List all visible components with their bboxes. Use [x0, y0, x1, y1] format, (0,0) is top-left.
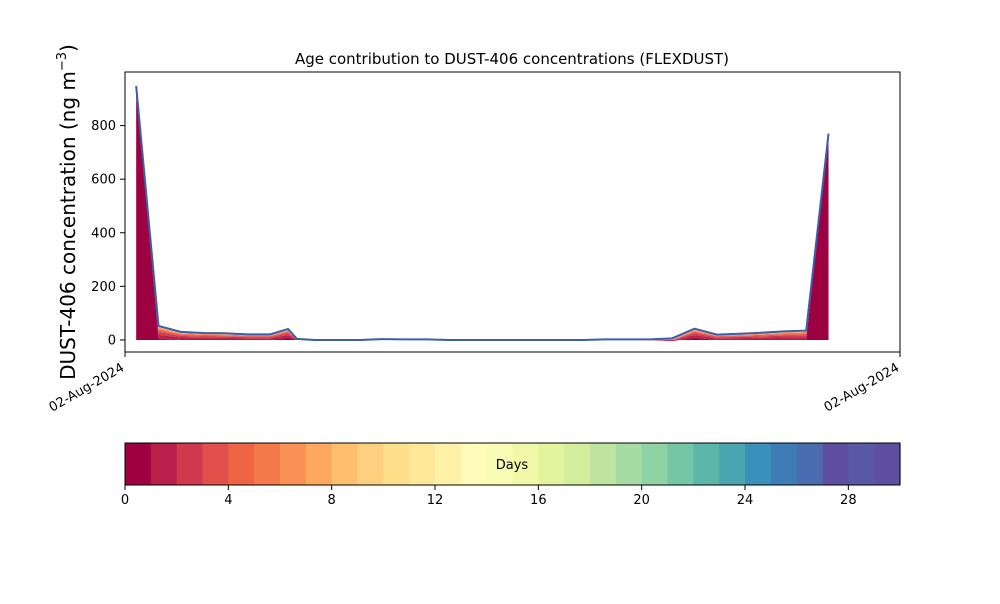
colorbar-swatch-27	[822, 443, 849, 485]
age-layer-1	[136, 85, 829, 342]
colorbar-swatch-0	[125, 443, 152, 485]
axes-frame	[124, 71, 901, 353]
y-axis: 0 200 400 600 800	[91, 119, 125, 348]
colorbar-swatch-24	[745, 443, 772, 485]
x-tick-label-1: 02-Aug-2024	[822, 360, 902, 415]
colorbar-tick-label-4: 4	[224, 493, 232, 508]
colorbar-swatch-7	[305, 443, 333, 485]
colorbar-tick-label-8: 8	[328, 493, 336, 508]
age-layer-6	[136, 85, 829, 340]
colorbar-swatch-4	[228, 443, 255, 485]
colorbar-tick-label-24: 24	[737, 493, 754, 508]
y-axis-label-main: DUST-406 concentration (ng m	[56, 71, 80, 380]
chart-title: Age contribution to DUST-406 concentrati…	[295, 50, 729, 68]
age-layer-7	[136, 85, 829, 340]
plot-area	[135, 85, 830, 342]
colorbar-swatch-6	[280, 443, 307, 485]
colorbar-swatch-21	[667, 443, 694, 485]
colorbar-tick-label-20: 20	[633, 493, 650, 508]
total-line	[135, 85, 830, 341]
colorbar-swatch-10	[383, 443, 410, 485]
y-tick-label-600: 600	[91, 173, 116, 188]
colorbar-swatch-11	[409, 443, 436, 485]
colorbar-swatch-13	[460, 443, 488, 485]
colorbar-swatch-20	[641, 443, 669, 485]
colorbar-swatch-17	[564, 443, 591, 485]
colorbar-swatch-29	[874, 443, 901, 485]
colorbar-swatch-9	[357, 443, 384, 485]
colorbar-swatch-1	[150, 443, 178, 485]
age-layer-5	[136, 85, 829, 340]
age-layer-0	[136, 85, 829, 342]
colorbar-swatch-14	[486, 443, 514, 485]
colorbar-tick-label-28: 28	[840, 493, 857, 508]
colorbar-tick-label-12: 12	[427, 493, 444, 508]
colorbar-swatch-18	[590, 443, 617, 485]
y-axis-label-sup: −3	[55, 52, 70, 71]
colorbar-label: Days	[496, 458, 529, 473]
y-tick-label-800: 800	[91, 119, 116, 134]
y-tick-label-200: 200	[91, 280, 116, 295]
age-layer-8	[136, 85, 829, 340]
age-layer-4	[136, 85, 829, 341]
colorbar-swatch-5	[254, 443, 281, 485]
age-layer-10	[136, 85, 829, 340]
colorbar-swatch-12	[435, 443, 462, 485]
colorbar: 0 4 8 12 16 20 24 28	[121, 443, 901, 508]
colorbar-swatch-8	[331, 443, 359, 485]
colorbar-tick-label-0: 0	[121, 493, 129, 508]
age-layer-2	[136, 85, 829, 341]
y-tick-label-400: 400	[91, 226, 116, 241]
colorbar-tick-label-16: 16	[530, 493, 547, 508]
colorbar-swatch-25	[770, 443, 798, 485]
colorbar-swatch-2	[176, 443, 204, 485]
colorbar-swatch-3	[202, 443, 229, 485]
colorbar-swatch-16	[538, 443, 565, 485]
colorbar-frame	[124, 442, 901, 486]
colorbar-swatch-15	[512, 443, 539, 485]
colorbar-swatch-28	[848, 443, 875, 485]
colorbar-swatch-19	[615, 443, 643, 485]
y-axis-label-close: )	[56, 44, 80, 52]
age-layer-9	[136, 85, 829, 340]
y-tick-label-0: 0	[108, 333, 116, 348]
age-layer-3	[136, 85, 829, 341]
colorbar-swatch-22	[693, 443, 720, 485]
colorbar-swatch-26	[796, 443, 824, 485]
colorbar-swatch-23	[719, 443, 746, 485]
x-axis: 02-Aug-2024 02-Aug-2024	[47, 352, 902, 416]
y-axis-label: DUST-406 concentration (ng m−3)	[55, 44, 80, 380]
